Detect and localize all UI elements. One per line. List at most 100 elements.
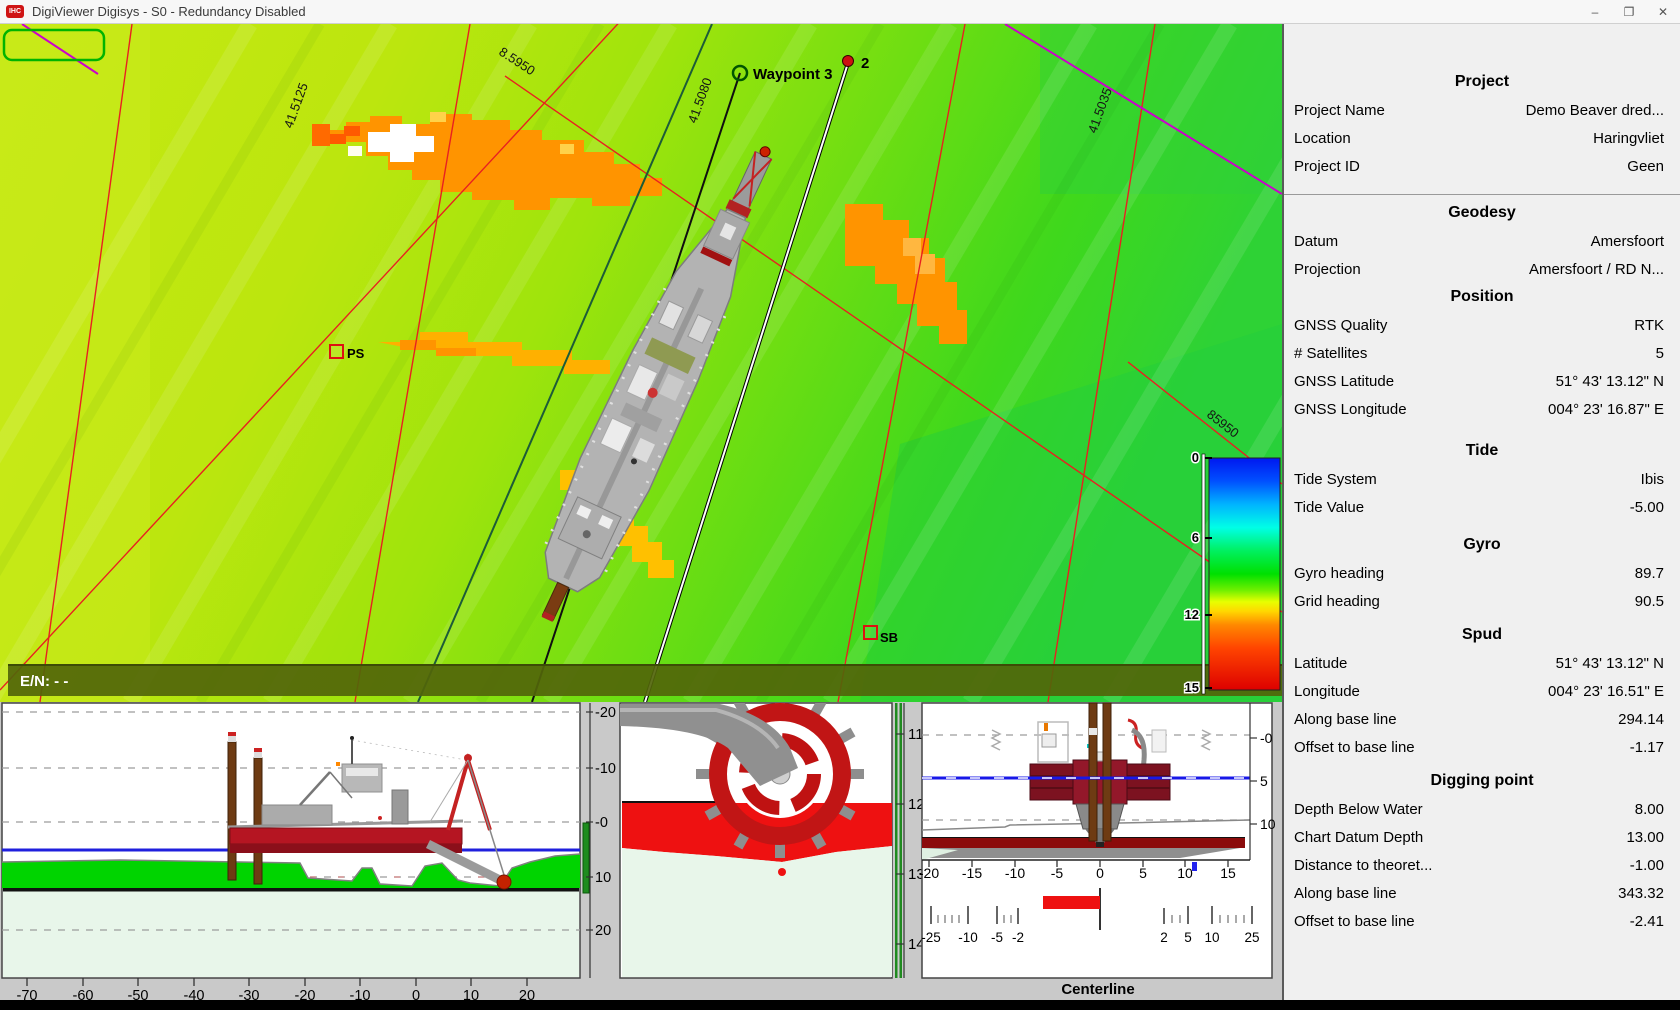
row-value: 51° 43' 13.12" N (1555, 654, 1664, 672)
row-label: Distance to theoret... (1294, 856, 1433, 874)
info-row: Tide System Ibis (1284, 465, 1680, 493)
row-label: GNSS Latitude (1294, 372, 1395, 390)
info-row: Gyro heading 89.7 (1284, 559, 1680, 587)
en-status-bar: E/N: - - (8, 664, 1282, 696)
row-label: Tide Value (1294, 498, 1365, 516)
row-value: 51° 43' 13.12" N (1555, 372, 1664, 390)
info-row: Offset to base line -1.17 (1284, 733, 1680, 761)
ps-square-icon (329, 344, 344, 359)
row-value: 004° 23' 16.51" E (1548, 682, 1664, 700)
overview-extent-box (2, 28, 106, 62)
cutter-depth-axis: 11 12 13 14 (895, 703, 925, 978)
row-value: -1.17 (1629, 738, 1664, 756)
cross-x-axis: -20 -15 -10 -5 0 5 10 15 (919, 865, 1236, 881)
cutter-head-plan-icon (759, 146, 771, 158)
sb-label: SB (880, 630, 898, 645)
offset-indicator-bar (1043, 896, 1100, 909)
info-row: Datum Amersfoort (1284, 227, 1680, 255)
cross-depth-axis: -0 5 10 (1260, 730, 1276, 832)
row-value: 343.32 (1618, 884, 1664, 902)
design-depth-line (3, 888, 579, 892)
info-row: Project Name Demo Beaver dred... (1284, 96, 1680, 124)
info-row: Along base line 294.14 (1284, 705, 1680, 733)
info-row: Grid heading 90.5 (1284, 587, 1680, 615)
row-label: Grid heading (1294, 592, 1380, 610)
row-value: Ibis (1640, 470, 1664, 488)
axis-tick: -20 (595, 705, 616, 721)
close-button[interactable]: ✕ (1657, 4, 1669, 19)
axis-tick: -10 (1005, 865, 1025, 881)
axis-tick: -20 (919, 865, 939, 881)
row-label: Along base line (1294, 710, 1397, 728)
row-value: 5 (1655, 344, 1664, 362)
info-row: Location Haringvliet (1284, 124, 1680, 152)
ruler-tick: -2 (1012, 930, 1024, 945)
waypoint-dot-icon (842, 55, 854, 67)
waypoint-3-marker[interactable]: Waypoint 3 (731, 64, 832, 83)
axis-tick: -0 (1260, 730, 1273, 746)
section-title-geodesy: Geodesy (1448, 204, 1516, 221)
row-label: Tide System (1294, 470, 1377, 488)
minimize-button[interactable]: – (1591, 4, 1599, 19)
row-label: # Satellites (1294, 344, 1368, 362)
ps-marker[interactable]: PS (329, 344, 365, 361)
row-label: Latitude (1294, 654, 1348, 672)
ps-label: PS (347, 346, 365, 361)
waypoint-circle-icon (731, 64, 749, 82)
en-status-text: E/N: - - (20, 673, 68, 690)
waypoint-label: Waypoint 3 (753, 66, 832, 83)
info-row: Tide Value -5.00 (1284, 493, 1680, 521)
cross-section-panel[interactable]: -0 5 10 -20 -15 -10 -5 0 5 10 15 (919, 702, 1276, 998)
cutter-view-panel[interactable] (619, 702, 893, 979)
map-plan-view[interactable]: 41.5125 8.5950 41.5080 41.5035 85950 Way… (0, 0, 1517, 707)
row-value: RTK (1634, 316, 1664, 334)
seabed-profile (2, 854, 580, 888)
info-row: Depth Below Water 8.00 (1284, 795, 1680, 823)
axis-tick: 5 (1260, 773, 1268, 789)
profile-view-panel[interactable]: -70 -60 -50 -40 -30 -20 -10 0 10 20 (1, 702, 581, 1004)
ruler-tick: 25 (1244, 930, 1259, 945)
axis-tick: 14 (908, 936, 925, 953)
depth-color-scale: 0 6 12 15 (1183, 449, 1281, 697)
dredger-plan-view[interactable] (513, 131, 802, 635)
centerline-ruler: -25 -10 -5 -2 2 5 10 25 Centerline (921, 888, 1260, 998)
seabed-cross (922, 838, 1245, 848)
row-label: GNSS Quality (1294, 316, 1388, 334)
waypoint-2-marker[interactable]: 2 (842, 55, 870, 72)
row-value: Geen (1627, 157, 1664, 175)
cutter-head-detail (620, 703, 864, 858)
row-label: Chart Datum Depth (1294, 828, 1424, 846)
row-value: -5.00 (1629, 498, 1664, 516)
ruler-tick: 2 (1160, 930, 1168, 945)
app-logo-icon: IHC (6, 5, 24, 18)
row-value: Amersfoort / RD N... (1528, 260, 1664, 278)
axis-tick: -0 (595, 815, 608, 831)
bottom-canvas: -70 -60 -50 -40 -30 -20 -10 0 10 20 (1, 702, 1276, 1004)
ruler-tick: 10 (1204, 930, 1219, 945)
row-label: Gyro heading (1294, 564, 1385, 582)
sb-marker[interactable]: SB (863, 625, 898, 645)
restore-button[interactable]: ❐ (1623, 4, 1635, 19)
axis-tick: 15 (1220, 865, 1236, 881)
axis-tick: 12 (908, 796, 925, 813)
row-label: Projection (1294, 260, 1361, 278)
title-bar: IHC DigiViewer Digisys - S0 - Redundancy… (0, 0, 1680, 24)
info-row: Offset to base line -2.41 (1284, 907, 1680, 935)
section-title-project: Project (1454, 73, 1510, 90)
row-label: Longitude (1294, 682, 1360, 700)
row-label: Along base line (1294, 884, 1397, 902)
row-label: Project Name (1294, 101, 1385, 119)
row-value: -2.41 (1629, 912, 1664, 930)
info-row: Distance to theoret... -1.00 (1284, 851, 1680, 879)
scale-tick: 15 (1185, 680, 1199, 695)
info-row: GNSS Latitude 51° 43' 13.12" N (1284, 367, 1680, 395)
sb-square-icon (863, 625, 878, 640)
info-row: Chart Datum Depth 13.00 (1284, 823, 1680, 851)
row-value: 004° 23' 16.87" E (1548, 400, 1664, 418)
axis-tick: 13 (908, 866, 925, 883)
window-title: DigiViewer Digisys - S0 - Redundancy Dis… (32, 4, 306, 19)
centerline-caption: Centerline (1061, 981, 1134, 998)
info-row: Along base line 343.32 (1284, 879, 1680, 907)
grid-lines (0, 0, 1283, 703)
row-value: 13.00 (1626, 828, 1664, 846)
